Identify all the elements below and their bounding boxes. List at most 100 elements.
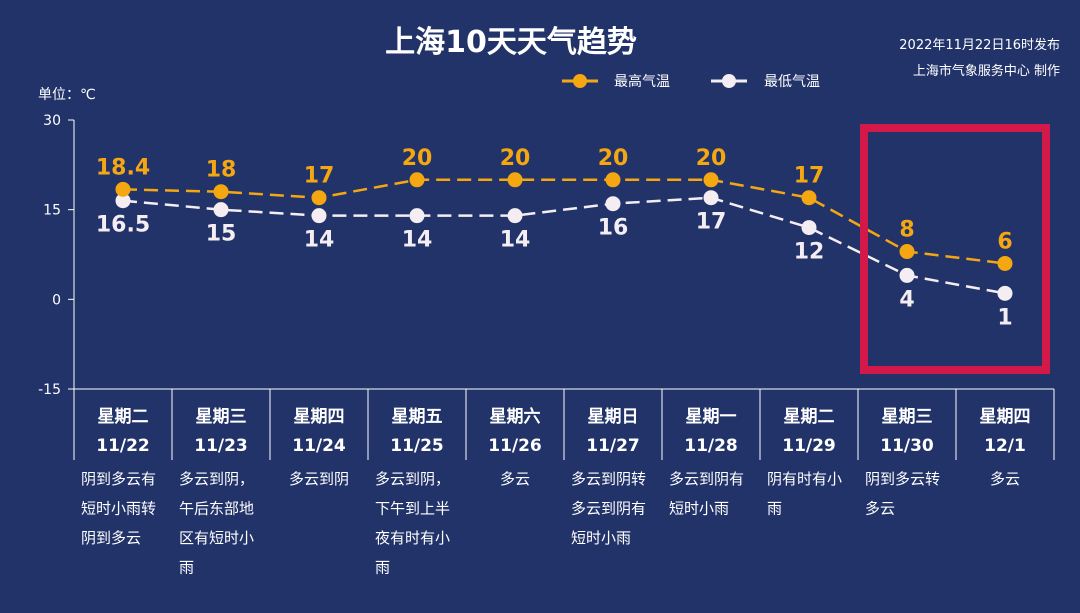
- weather-desc-line: 雨: [179, 559, 194, 577]
- data-point: [703, 172, 719, 188]
- date-label: 11/27: [586, 436, 640, 456]
- publish-time: 2022年11月22日16时发布: [899, 37, 1060, 53]
- data-point: [605, 196, 621, 212]
- legend-low-marker: [722, 74, 736, 88]
- data-point: [997, 285, 1013, 301]
- weekday-label: 星期二: [98, 407, 149, 427]
- date-label: 11/26: [488, 436, 542, 456]
- weather-desc-line: 雨: [767, 500, 782, 518]
- date-label: 11/24: [292, 436, 346, 456]
- legend-high-label: 最高气温: [614, 73, 670, 90]
- weather-desc-line: 多云: [865, 500, 895, 518]
- data-point: [605, 172, 621, 188]
- weekday-label: 星期三: [196, 407, 247, 427]
- data-label: 14: [402, 228, 433, 253]
- weather-desc-line: 阴有时有小: [767, 470, 842, 488]
- legend-high-marker: [573, 74, 587, 88]
- legend: 最高气温 最低气温: [562, 73, 820, 90]
- weather-desc: 多云到阴， 下午到上半夜有时有小雨: [375, 470, 450, 577]
- date-label: 11/23: [194, 436, 248, 456]
- data-point: [311, 190, 327, 206]
- weekday-label: 星期六: [490, 406, 541, 427]
- date-label: 11/28: [684, 436, 738, 456]
- unit-label: 单位：℃: [38, 87, 96, 103]
- weekday-label: 星期二: [784, 407, 835, 427]
- weather-desc-line: 多云到阴，: [375, 470, 450, 488]
- data-label: 16: [598, 216, 629, 241]
- data-label: 17: [794, 164, 825, 189]
- data-point: [507, 172, 523, 188]
- weekday-label: 星期日: [588, 407, 639, 427]
- data-point: [507, 208, 523, 224]
- data-label: 12: [794, 240, 825, 265]
- weather-desc: 多云到阴有短时小雨: [669, 470, 744, 518]
- data-point: [213, 184, 229, 200]
- data-label: 18: [206, 158, 237, 183]
- weather-desc-line: 多云: [990, 470, 1020, 488]
- data-label: 16.5: [96, 213, 150, 238]
- series-line: [122, 178, 1006, 265]
- data-point: [997, 255, 1013, 271]
- y-axis: 30 15 0 -15: [38, 113, 74, 398]
- weather-desc: 阴到多云转多云: [865, 470, 940, 518]
- weekday-label: 星期四: [294, 407, 345, 427]
- weather-desc-line: 区有短时小: [179, 529, 254, 547]
- data-point: [409, 172, 425, 188]
- date-label: 11/25: [390, 436, 444, 456]
- chart-title: 上海10天天气趋势: [385, 25, 637, 60]
- series-low: 16.5 15 14 14 14 16 17 12 4 1: [96, 190, 1013, 330]
- data-label: 20: [500, 146, 531, 171]
- data-label: 14: [304, 228, 335, 253]
- weather-desc-line: 短时小雨转: [81, 500, 156, 518]
- data-label: 20: [402, 146, 433, 171]
- data-label: 4: [899, 287, 914, 312]
- data-point: [409, 208, 425, 224]
- legend-low-label: 最低气温: [764, 74, 820, 90]
- weather-desc: 多云到阴: [289, 470, 349, 488]
- data-point: [801, 220, 817, 236]
- weather-desc-line: 多云到阴: [289, 470, 349, 488]
- data-label: 17: [304, 164, 335, 189]
- weather-desc: 多云到阴， 午后东部地区有短时小雨: [179, 470, 254, 577]
- legend-low: 最低气温: [711, 74, 820, 90]
- weather-desc-line: 短时小雨: [571, 529, 631, 547]
- weather-desc-line: 多云到阴，: [179, 470, 254, 488]
- weather-desc-line: 多云到阴转: [571, 470, 646, 488]
- weather-desc: 阴到多云有短时小雨转阴到多云: [81, 470, 156, 547]
- date-label: 11/29: [782, 436, 836, 456]
- weather-desc: 多云: [990, 470, 1020, 488]
- data-label: 18.4: [96, 155, 150, 180]
- data-point: [801, 190, 817, 206]
- highlight-box: [860, 124, 1050, 374]
- weekday-label: 星期五: [392, 407, 443, 427]
- weather-desc-line: 短时小雨: [669, 500, 729, 518]
- date-label: 11/22: [96, 436, 150, 456]
- date-label: 11/30: [880, 436, 934, 456]
- data-point: [899, 267, 915, 283]
- publisher: 上海市气象服务中心 制作: [913, 63, 1060, 79]
- data-label: 20: [696, 146, 727, 171]
- data-label: 17: [696, 210, 727, 235]
- x-axis-table: 星期二 11/22 阴到多云有短时小雨转阴到多云 星期三 11/23 多云到阴， 午后东部地…: [81, 389, 1055, 577]
- y-tick-label: 15: [43, 203, 61, 219]
- data-label: 6: [997, 229, 1012, 254]
- weather-desc-line: 多云到阴有: [669, 470, 744, 488]
- data-label: 15: [206, 222, 237, 247]
- date-label: 12/1: [984, 436, 1026, 456]
- series-line: [122, 196, 1006, 295]
- weather-desc: 多云: [500, 470, 530, 488]
- data-label: 14: [500, 228, 531, 253]
- series-high: 18.4 18 17 20 20 20 20 17 8 6: [96, 146, 1013, 271]
- weather-desc-line: 阴到多云转: [865, 470, 940, 488]
- weather-desc-line: 多云: [500, 470, 530, 488]
- weekday-label: 星期三: [882, 407, 933, 427]
- weekday-label: 星期四: [980, 407, 1031, 427]
- weather-desc-line: 多云到阴有: [571, 500, 646, 518]
- weather-desc: 多云到阴转多云到阴有短时小雨: [571, 470, 646, 547]
- weather-desc: 阴有时有小雨: [767, 470, 842, 518]
- data-label: 1: [997, 305, 1012, 330]
- y-tick-label: 30: [43, 113, 61, 129]
- data-point: [899, 244, 915, 260]
- weather-desc-line: 午后东部地: [179, 500, 254, 518]
